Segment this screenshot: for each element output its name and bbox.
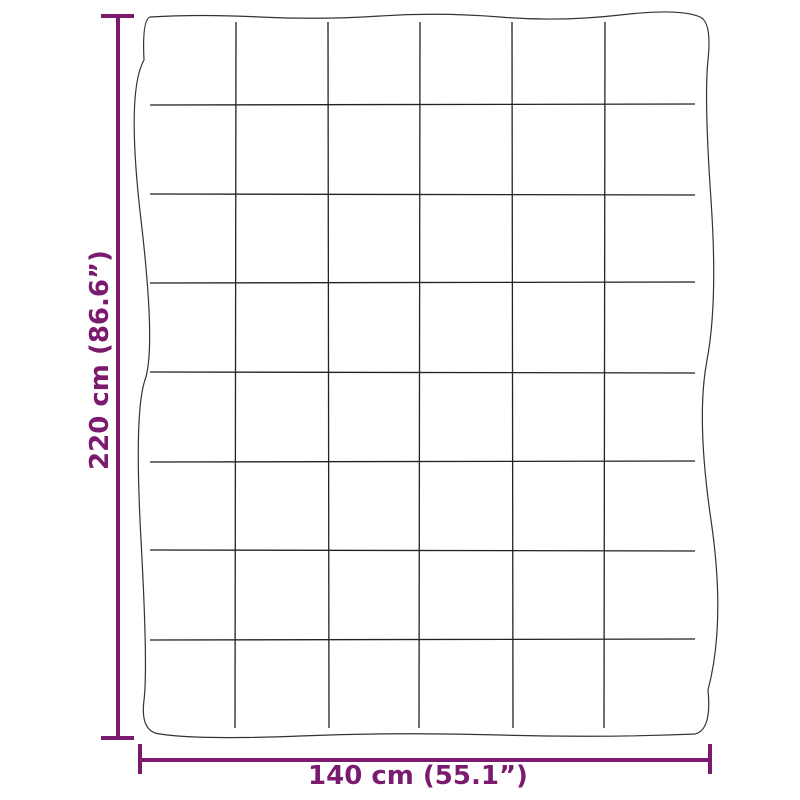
horizontal-stitch-line xyxy=(149,281,696,284)
horizontal-stitch-line xyxy=(149,193,696,196)
width-label: 140 cm (55.1”) xyxy=(308,761,528,791)
vertical-stitch-line xyxy=(603,21,606,729)
horizontal-stitch-line xyxy=(149,371,696,374)
vertical-stitch-line xyxy=(234,21,237,729)
horizontal-stitch-line xyxy=(149,549,696,552)
vertical-stitch-line xyxy=(511,21,514,729)
horizontal-stitch-line xyxy=(149,460,696,463)
quilt-stitch-grid xyxy=(149,21,696,729)
vertical-stitch-line xyxy=(418,21,421,729)
height-label: 220 cm (86.6”) xyxy=(85,250,115,470)
width-dimension xyxy=(138,744,712,774)
horizontal-stitch-line xyxy=(149,638,696,641)
vertical-stitch-line xyxy=(327,21,330,729)
blanket-outline xyxy=(133,11,719,739)
horizontal-stitch-line xyxy=(149,103,696,106)
height-dimension xyxy=(101,14,134,740)
